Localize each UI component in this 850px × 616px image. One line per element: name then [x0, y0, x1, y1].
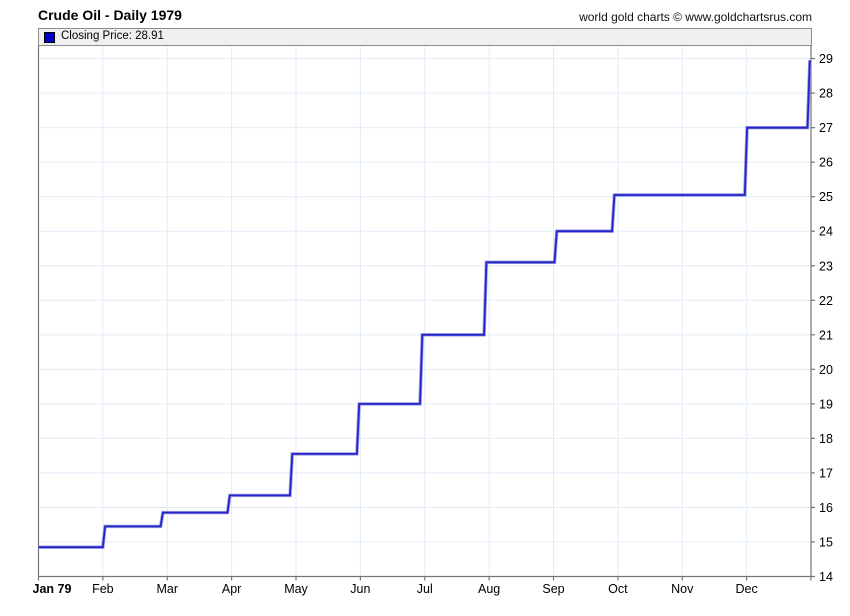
y-tick-label: 24 [819, 225, 833, 239]
y-tick-label: 22 [819, 294, 833, 308]
y-tick-label: 15 [819, 535, 833, 549]
x-tick-label: Mar [156, 582, 178, 596]
y-tick-label: 27 [819, 121, 833, 135]
legend-color-swatch-icon [44, 31, 55, 43]
legend-label: Closing Price: 28.91 [61, 30, 164, 43]
y-tick-label: 29 [819, 52, 833, 66]
y-tick-label: 16 [819, 501, 833, 515]
y-tick-label: 17 [819, 466, 833, 480]
x-tick-label: Nov [671, 582, 694, 596]
y-tick-label: 20 [819, 363, 833, 377]
y-tick-label: 21 [819, 328, 833, 342]
y-tick-label: 18 [819, 432, 833, 446]
y-tick-label: 23 [819, 259, 833, 273]
y-tick-label: 19 [819, 397, 833, 411]
y-tick-label: 14 [819, 570, 833, 584]
y-tick-label: 25 [819, 190, 833, 204]
x-tick-label: Sep [542, 582, 564, 596]
x-tick-label: Jan 79 [33, 582, 72, 596]
y-tick-label: 28 [819, 87, 833, 101]
x-tick-label: Apr [222, 582, 241, 596]
x-tick-label: Dec [736, 582, 758, 596]
chart-title: Crude Oil - Daily 1979 [38, 7, 182, 23]
x-tick-label: Oct [608, 582, 628, 596]
x-tick-label: Jun [350, 582, 370, 596]
x-tick-label: May [284, 582, 308, 596]
x-tick-label: Jul [417, 582, 433, 596]
closing-price-line [38, 60, 811, 549]
x-tick-label: Aug [478, 582, 500, 596]
y-tick-label: 26 [819, 156, 833, 170]
credit-text: world gold charts © www.goldchartsrus.co… [579, 10, 812, 24]
x-tick-label: Feb [92, 582, 114, 596]
legend-strip: Closing Price: 28.91 [38, 28, 812, 46]
